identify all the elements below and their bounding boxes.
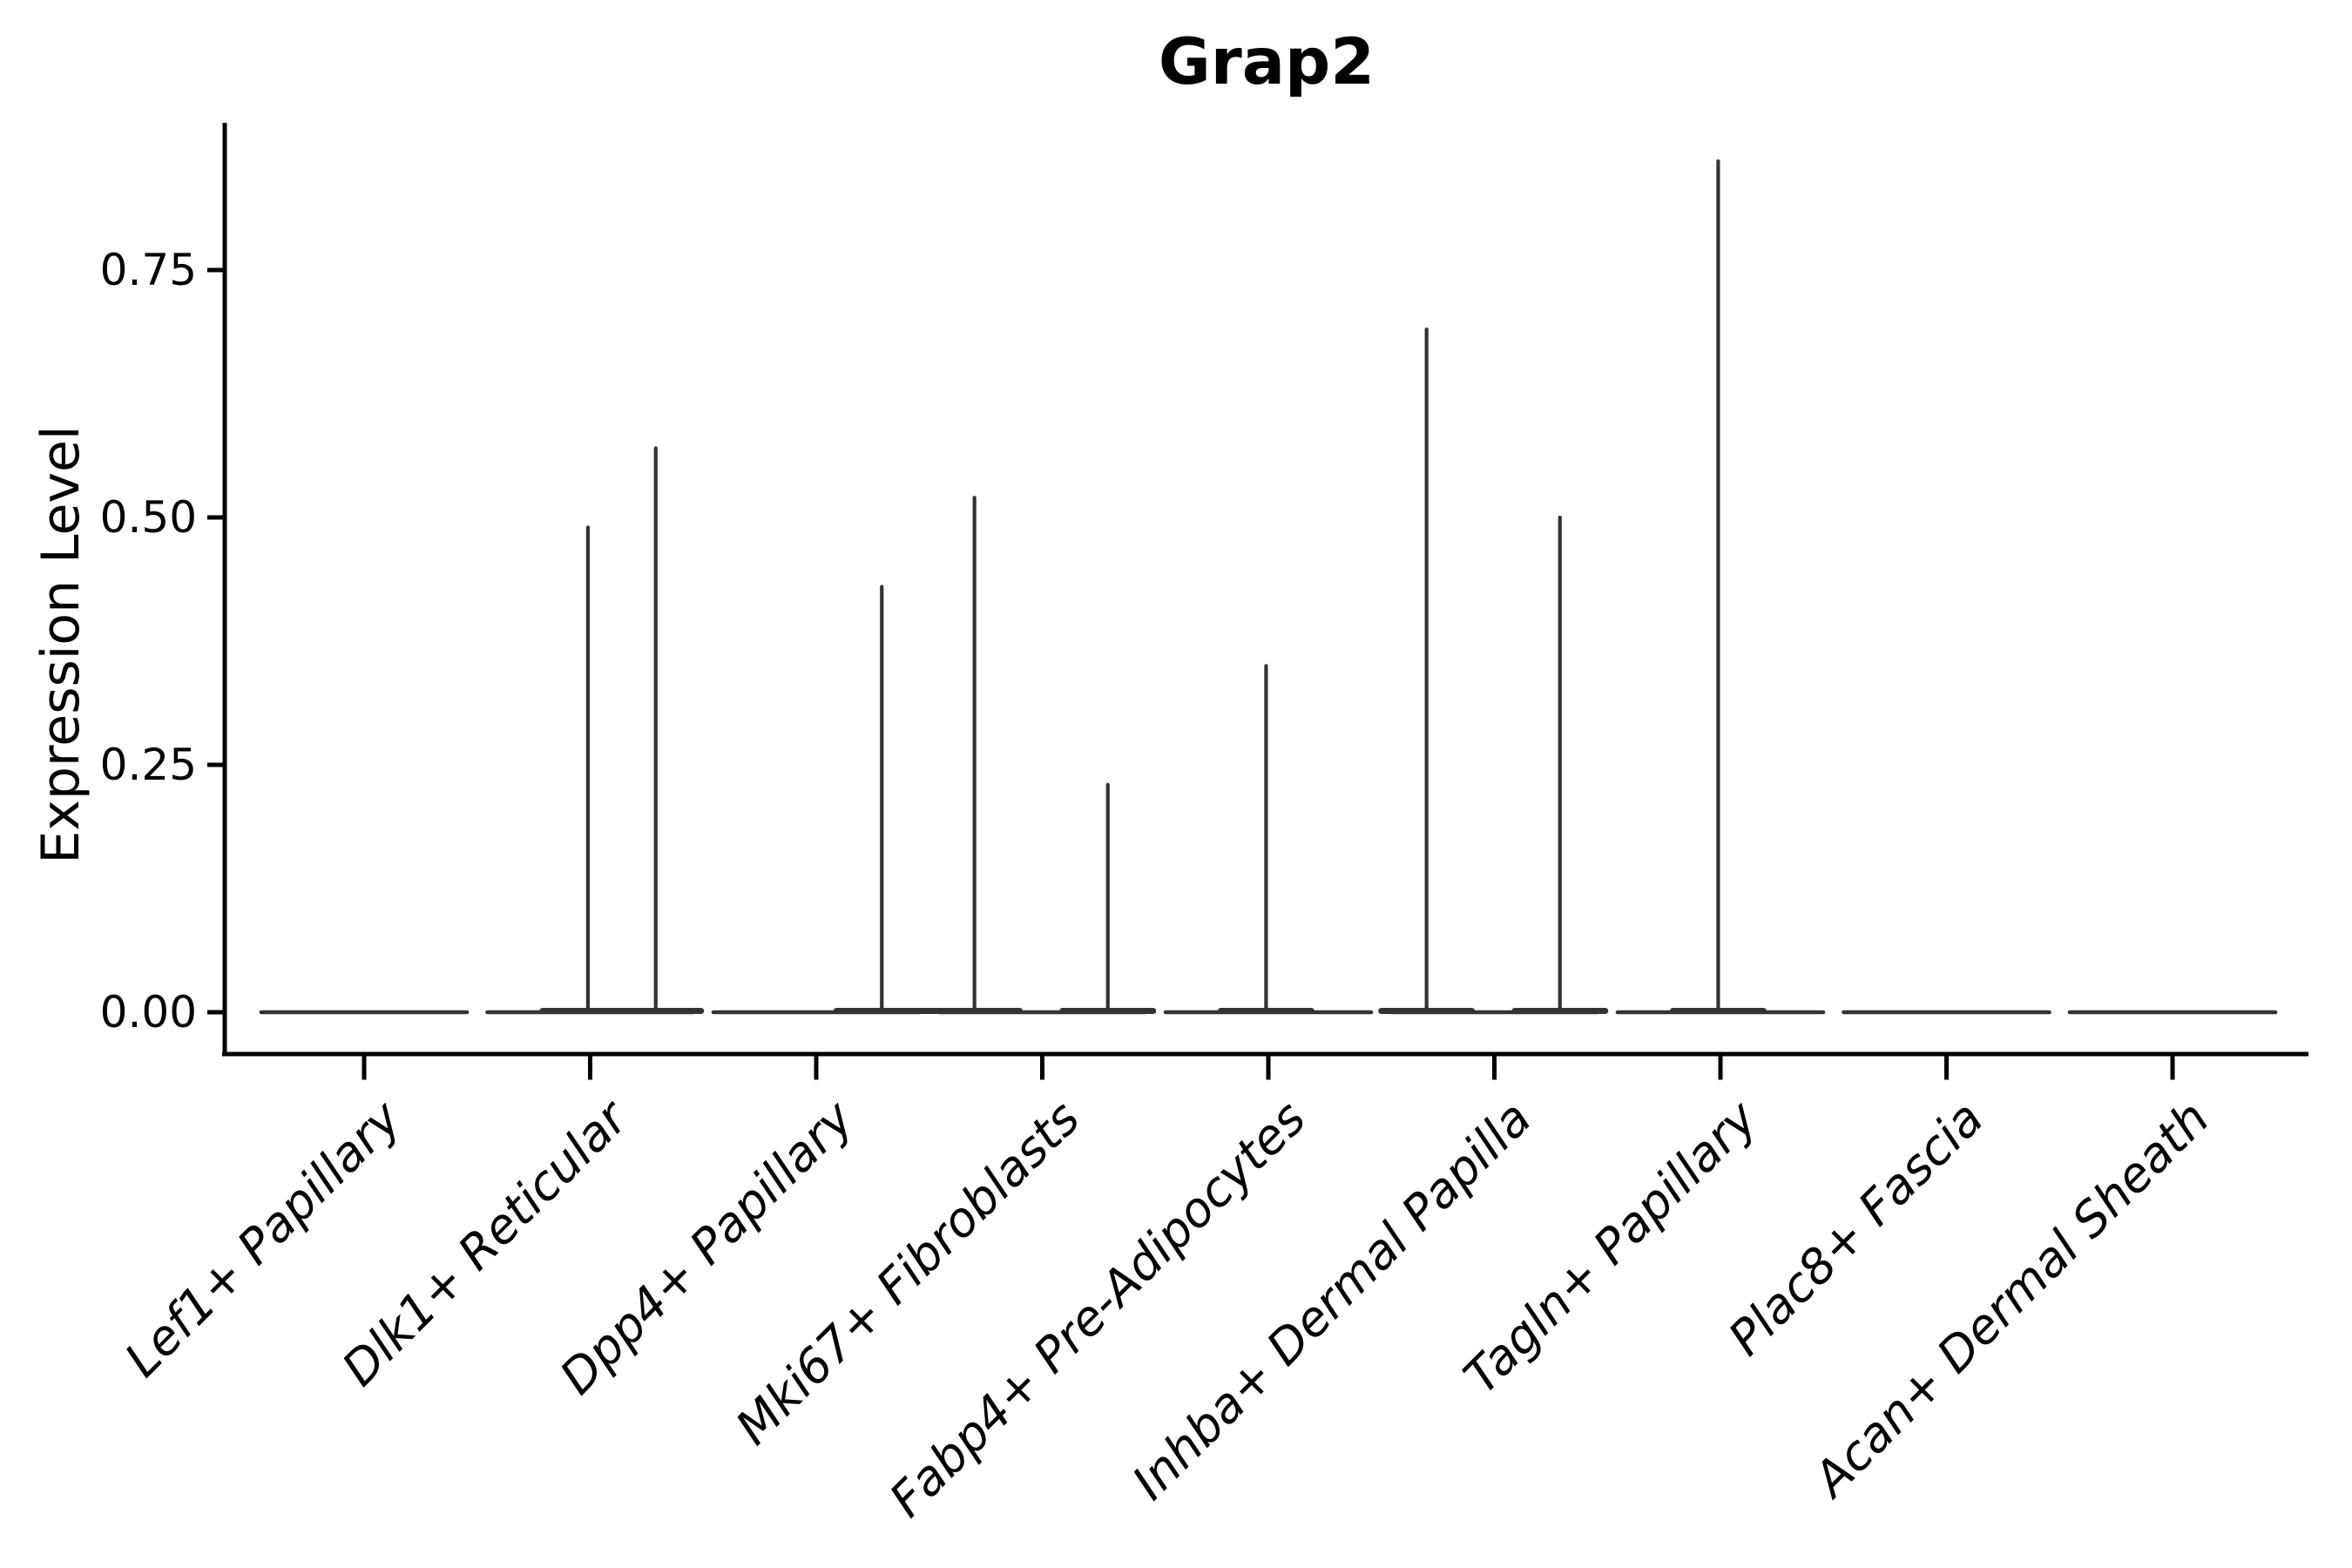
y-tick-label: 0.50 [99, 492, 197, 543]
y-axis-label: Expression Level [30, 425, 91, 864]
chart-title: Grap2 [1158, 25, 1375, 99]
y-tick-label: 0.75 [99, 245, 197, 295]
y-tick-label: 0.25 [99, 740, 197, 790]
y-tick-label: 0.00 [99, 987, 197, 1037]
